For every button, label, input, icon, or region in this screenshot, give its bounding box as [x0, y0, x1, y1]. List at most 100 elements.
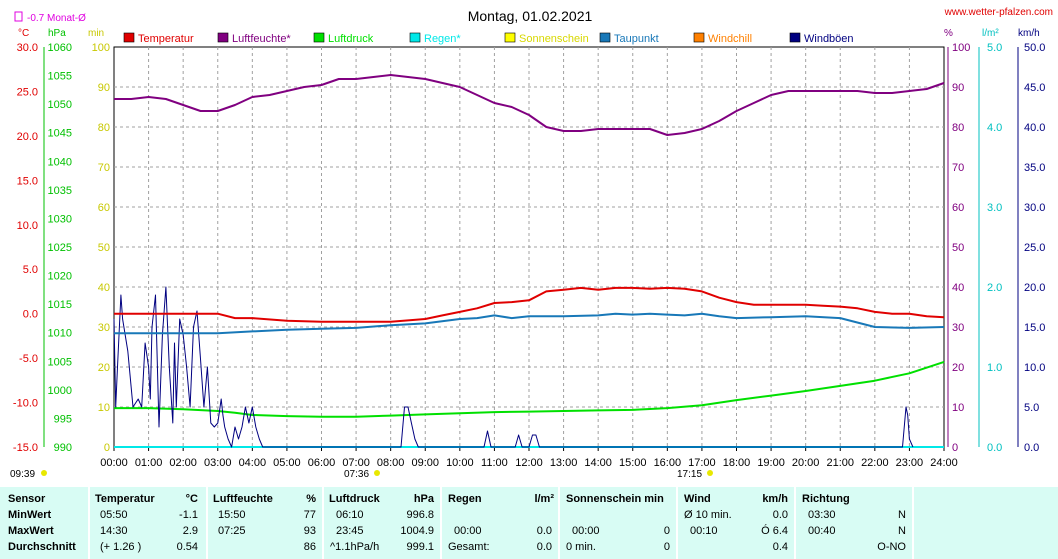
sun-total-value: 0: [663, 541, 670, 553]
unit-celsius: °C: [18, 28, 29, 39]
legend: Temperatur Luftfeuchte* Luftdruck Regen* Son…: [123, 32, 854, 45]
rain-total-value: 0.0: [536, 541, 552, 553]
dir-max-value: N: [898, 525, 906, 537]
press-min-time: 06:10: [336, 509, 364, 521]
series-line-taupunkt: [114, 312, 945, 335]
pct-tick-label: 70: [952, 162, 964, 174]
temp-head: Temperatur: [95, 493, 155, 505]
wind-tick-label: 45.0: [1024, 82, 1045, 94]
legend-swatch: [693, 32, 705, 43]
series-line-luftdruck: [114, 360, 945, 418]
rain-tick-label: 3.0: [987, 202, 1002, 214]
series-layer: [113, 74, 945, 448]
pct-tick-label: 90: [952, 82, 964, 94]
temp-tick-label: 5.0: [23, 264, 38, 276]
pct-tick-label: 30: [952, 322, 964, 334]
row-label-max: MaxWert: [8, 525, 54, 537]
temp-unit: °C: [185, 493, 198, 505]
wind-unit: km/h: [762, 493, 788, 505]
min-tick-label: 20: [98, 362, 110, 374]
hpa-tick-label: 1020: [48, 271, 72, 283]
wind-tick-label: 35.0: [1024, 162, 1045, 174]
wind-tick-label: 40.0: [1024, 122, 1045, 134]
legend-swatch: [599, 32, 611, 43]
press-trend: ^1.1hPa/h: [330, 541, 380, 553]
hpa-tick-label: 1005: [48, 356, 72, 368]
legend-swatch: [313, 32, 325, 43]
unit-min: min: [88, 28, 104, 39]
pct-tick-label: 50: [952, 242, 964, 254]
pct-tick-label: 60: [952, 202, 964, 214]
row-label-sensor: Sensor: [8, 493, 46, 505]
rain-tick-label: 0.0: [987, 442, 1002, 454]
min-tick-label: 10: [98, 402, 110, 414]
pct-tick-label: 80: [952, 122, 964, 134]
rain-tick-label: 1.0: [987, 362, 1002, 374]
chart-title: Montag, 01.02.2021: [468, 8, 593, 24]
stats-table: Sensor MinWert MaxWert Durchschnitt Temp…: [0, 487, 1058, 559]
legend-swatch: [409, 32, 421, 43]
x-tick-label: 22:00: [861, 457, 889, 469]
legend-label: Luftdruck: [328, 33, 374, 45]
wind-avg-label: Ø 10 min.: [684, 509, 732, 521]
pct-tick-label: 10: [952, 402, 964, 414]
pct-tick-label: 40: [952, 282, 964, 294]
temp-tick-label: -5.0: [19, 353, 38, 365]
x-tick-label: 08:00: [377, 457, 405, 469]
moon-label: 09:39: [10, 469, 35, 480]
pct-tick-label: 20: [952, 362, 964, 374]
x-tick-label: 21:00: [826, 457, 854, 469]
min-tick-label: 70: [98, 162, 110, 174]
rain-tick-label: 4.0: [987, 122, 1002, 134]
x-tick-label: 00:00: [100, 457, 128, 469]
col-humidity: Luftfeuchte % 15:50 77 07:25 93 86: [208, 487, 324, 559]
min-tick-label: 40: [98, 282, 110, 294]
rain-max-time: 00:00: [454, 525, 482, 537]
temp-tick-label: 20.0: [17, 131, 38, 143]
hpa-tick-label: 995: [54, 413, 72, 425]
site-link[interactable]: www.wetter-pfalzen.com: [944, 7, 1053, 18]
hum-unit: %: [306, 493, 316, 505]
x-tick-label: 10:00: [446, 457, 474, 469]
row-label-min: MinWert: [8, 509, 52, 521]
hum-avg-value: 86: [303, 541, 316, 553]
hpa-tick-label: 1055: [48, 71, 72, 83]
wind-max-value: Ó 6.4: [761, 525, 788, 537]
hpa-tick-label: 1040: [48, 156, 72, 168]
x-tick-label: 24:00: [930, 457, 958, 469]
wind-tick-label: 0.0: [1024, 442, 1039, 454]
sun-max-time: 00:00: [572, 525, 600, 537]
wind-day-avg: 0.4: [772, 541, 788, 553]
legend-swatch: [504, 32, 516, 43]
temp-tick-label: 0.0: [23, 309, 38, 321]
x-tick-label: 17:00: [688, 457, 716, 469]
pct-tick-label: 0: [952, 442, 958, 454]
legend-label: Windchill: [708, 33, 752, 45]
x-axis: 00:00 01:00 02:00 03:00 04:00 05:00 06:00 07:00…: [100, 447, 958, 469]
hum-min-value: 77: [303, 509, 316, 521]
moon-marker: [41, 470, 47, 476]
sun-max-value: 0: [663, 525, 670, 537]
x-tick-label: 18:00: [723, 457, 751, 469]
wind-tick-label: 10.0: [1024, 362, 1045, 374]
hpa-tick-label: 1050: [48, 99, 72, 111]
temp-tick-label: 25.0: [17, 86, 38, 98]
sunrise-marker: [374, 470, 380, 476]
temp-tick-label: -15.0: [13, 442, 38, 454]
col-direction: Richtung 03:30 N 00:40 N O-NO: [796, 487, 914, 559]
sunset-marker: [707, 470, 713, 476]
legend-label: Regen*: [424, 33, 461, 45]
y-axes: 30.0 25.0 20.0 15.0 10.0 5.0 0.0 -5.0 -10.0 -15.0…: [13, 42, 1046, 454]
x-tick-label: 23:00: [896, 457, 924, 469]
legend-label: Temperatur: [138, 33, 194, 45]
press-min-value: 996.8: [406, 509, 434, 521]
x-tick-label: 06:00: [308, 457, 336, 469]
min-tick-label: 60: [98, 202, 110, 214]
hpa-tick-label: 1060: [48, 42, 72, 54]
dir-min-value: N: [898, 509, 906, 521]
hpa-tick-label: 1010: [48, 328, 72, 340]
row-label-avg: Durchschnitt: [8, 541, 76, 553]
legend-swatch: [789, 32, 801, 43]
hpa-tick-label: 1045: [48, 128, 72, 140]
press-max-time: 23:45: [336, 525, 364, 537]
